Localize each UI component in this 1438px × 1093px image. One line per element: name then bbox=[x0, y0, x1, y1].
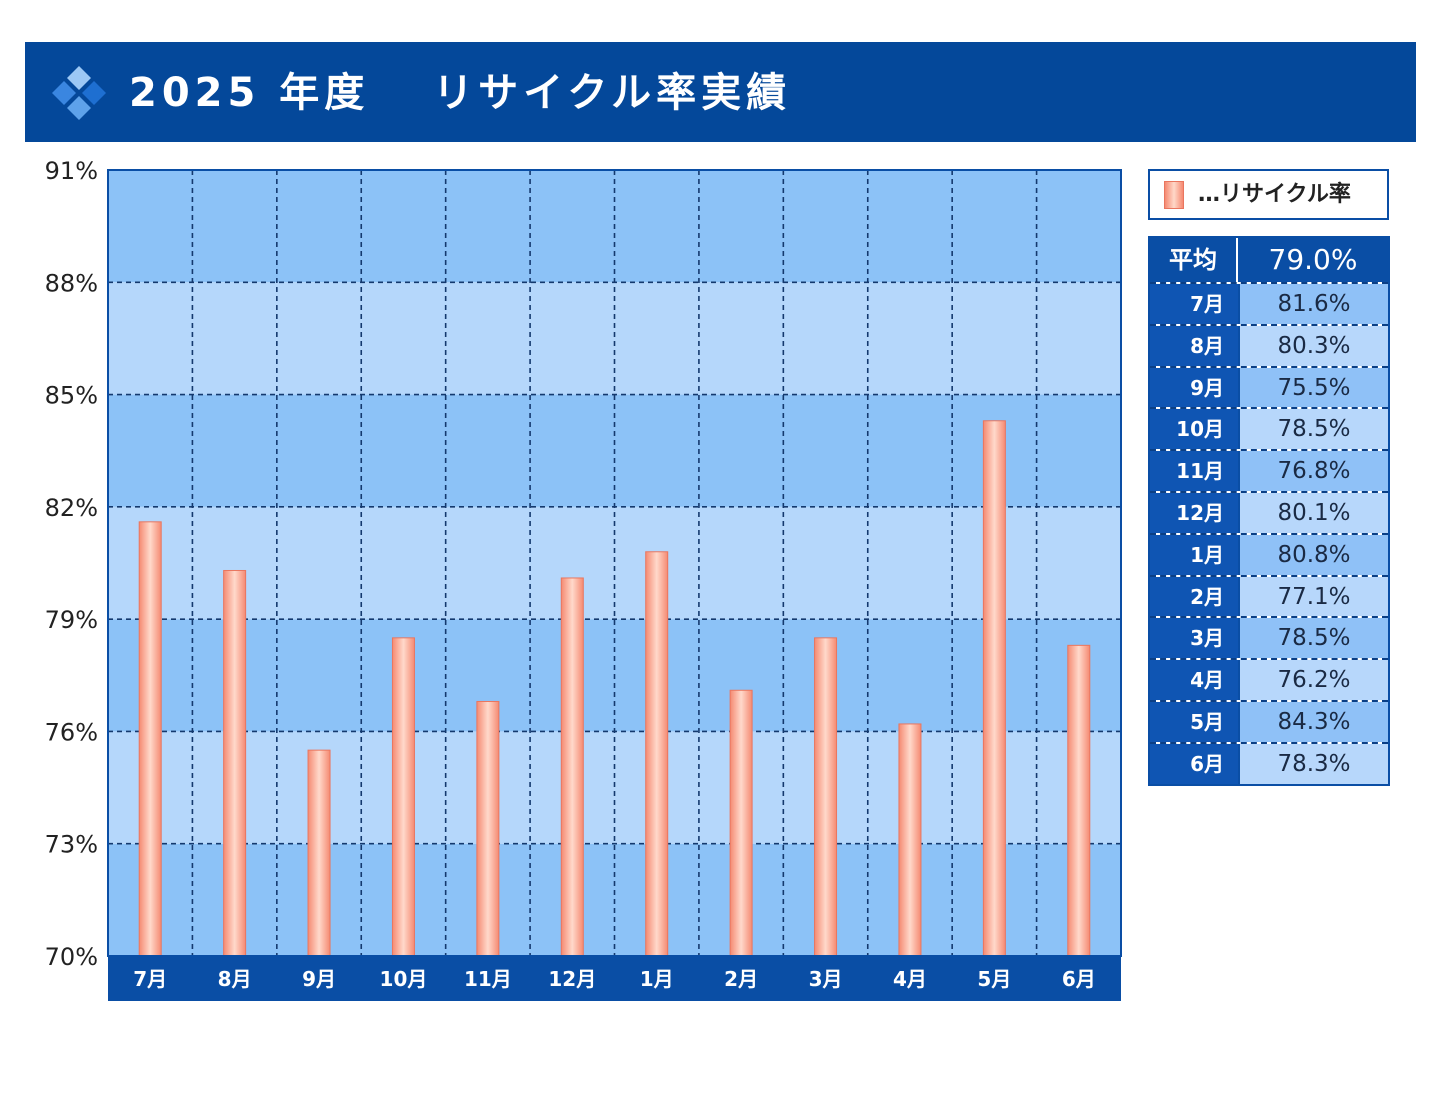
x-tick-label: 6月 bbox=[1062, 967, 1096, 991]
bar-12月 bbox=[560, 577, 584, 957]
x-tick-label: 9月 bbox=[302, 967, 336, 991]
monthly-values-table: 平均 79.0% 7月 81.6% 8月 80.3% 9月 75.5% 10月 78.5% 11… bbox=[1148, 236, 1390, 786]
x-axis-bar bbox=[108, 955, 1121, 1001]
table-month: 6月 bbox=[1150, 743, 1238, 784]
y-tick-label: 76% bbox=[45, 718, 98, 746]
table-row: 7月 81.6% bbox=[1150, 282, 1388, 324]
bar-6月 bbox=[1067, 644, 1091, 957]
table-month: 11月 bbox=[1150, 451, 1238, 491]
y-tick-label: 82% bbox=[45, 494, 98, 522]
table-row: 11月 76.8% bbox=[1150, 449, 1388, 491]
x-tick-label: 10月 bbox=[380, 967, 428, 991]
y-tick-label: 70% bbox=[45, 943, 98, 971]
y-tick-label: 73% bbox=[45, 831, 98, 859]
legend-label: …リサイクル率 bbox=[1198, 182, 1351, 207]
x-tick-label: 5月 bbox=[977, 967, 1011, 991]
table-month: 8月 bbox=[1150, 325, 1238, 366]
bar-1月 bbox=[645, 551, 669, 957]
table-month: 9月 bbox=[1150, 367, 1238, 408]
bar-7月 bbox=[138, 521, 162, 957]
x-tick-label: 1月 bbox=[640, 967, 674, 991]
bar-9月 bbox=[307, 749, 331, 957]
table-month: 5月 bbox=[1150, 701, 1238, 742]
average-value: 79.0% bbox=[1268, 243, 1358, 276]
x-tick-label: 4月 bbox=[893, 967, 927, 991]
bar-10月 bbox=[391, 637, 415, 957]
table-row: 12月 80.1% bbox=[1150, 490, 1388, 533]
chart-legend: …リサイクル率 bbox=[1148, 169, 1389, 220]
table-row: 3月 78.5% bbox=[1150, 616, 1388, 659]
table-month: 12月 bbox=[1150, 492, 1238, 533]
legend-swatch bbox=[1164, 181, 1184, 209]
average-row: 平均 79.0% bbox=[1150, 238, 1388, 282]
table-month: 2月 bbox=[1150, 576, 1238, 617]
table-value: 78.5% bbox=[1238, 409, 1388, 450]
bar-5月 bbox=[982, 420, 1006, 957]
x-tick-label: 3月 bbox=[809, 967, 843, 991]
table-row: 10月 78.5% bbox=[1150, 407, 1388, 450]
y-tick-label: 79% bbox=[45, 606, 98, 634]
table-row: 4月 76.2% bbox=[1150, 658, 1388, 700]
table-month: 4月 bbox=[1150, 660, 1238, 700]
bar-2月 bbox=[729, 689, 753, 957]
table-value: 80.1% bbox=[1238, 492, 1388, 533]
table-month: 10月 bbox=[1150, 409, 1238, 450]
table-row: 8月 80.3% bbox=[1150, 323, 1388, 366]
x-tick-label: 11月 bbox=[464, 967, 512, 991]
table-value: 84.3% bbox=[1238, 701, 1388, 742]
header-bar: 2025 年度 リサイクル率実績 bbox=[25, 42, 1416, 142]
table-month: 7月 bbox=[1150, 284, 1238, 324]
table-value: 78.3% bbox=[1238, 743, 1388, 784]
table-row: 6月 78.3% bbox=[1150, 741, 1388, 784]
table-row: 1月 80.8% bbox=[1150, 532, 1388, 575]
table-value: 81.6% bbox=[1238, 284, 1388, 324]
x-tick-label: 2月 bbox=[724, 967, 758, 991]
table-value: 80.8% bbox=[1238, 534, 1388, 575]
table-value: 80.3% bbox=[1238, 325, 1388, 366]
x-tick-label: 7月 bbox=[133, 967, 167, 991]
table-month: 1月 bbox=[1150, 534, 1238, 575]
bar-3月 bbox=[814, 637, 838, 957]
table-value: 76.2% bbox=[1238, 660, 1388, 700]
bar-4月 bbox=[898, 723, 922, 957]
table-value: 78.5% bbox=[1238, 618, 1388, 659]
table-value: 75.5% bbox=[1238, 367, 1388, 408]
plot-border bbox=[107, 169, 1122, 957]
diamond-logo-icon bbox=[52, 66, 106, 120]
bar-11月 bbox=[476, 700, 500, 957]
table-value: 76.8% bbox=[1238, 451, 1388, 491]
y-tick-label: 88% bbox=[45, 269, 98, 297]
page-title: 2025 年度 リサイクル率実績 bbox=[129, 70, 792, 116]
average-label: 平均 bbox=[1150, 238, 1238, 282]
table-row: 9月 75.5% bbox=[1150, 365, 1388, 408]
table-row: 5月 84.3% bbox=[1150, 699, 1388, 742]
y-tick-label: 91% bbox=[45, 157, 98, 185]
table-value: 77.1% bbox=[1238, 576, 1388, 617]
x-tick-label: 12月 bbox=[548, 967, 596, 991]
x-tick-label: 8月 bbox=[218, 967, 252, 991]
y-tick-label: 85% bbox=[45, 382, 98, 410]
table-month: 3月 bbox=[1150, 618, 1238, 659]
table-row: 2月 77.1% bbox=[1150, 574, 1388, 617]
bar-8月 bbox=[223, 569, 247, 957]
